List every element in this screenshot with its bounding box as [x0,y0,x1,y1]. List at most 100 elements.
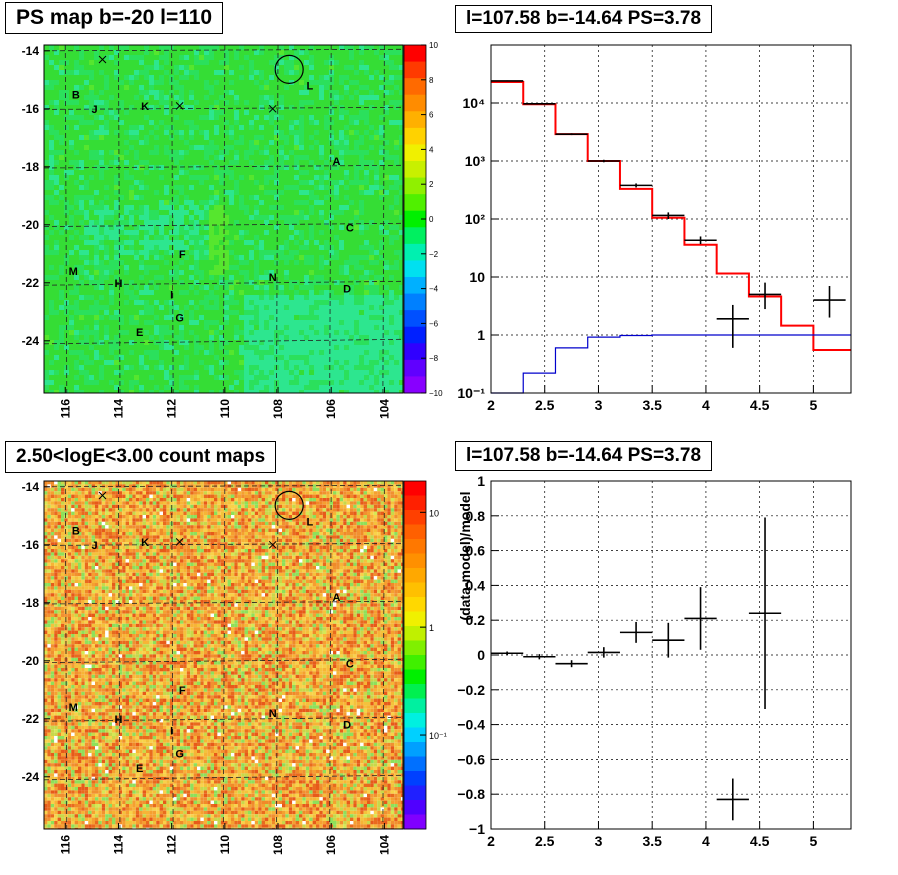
map-pixel [339,320,344,325]
map-pixel [169,330,174,335]
map-pixel [339,60,344,65]
map-pixel [59,100,64,105]
map-pixel [99,335,104,340]
map-pixel [114,290,119,295]
map-pixel [159,260,164,265]
map-pixel [259,100,264,105]
map-pixel [389,365,394,370]
map-pixel [144,320,149,325]
map-pixel [344,165,349,170]
map-pixel [279,235,284,240]
map-pixel [204,265,209,270]
map-pixel [199,85,204,90]
map-pixel [319,60,324,65]
map-pixel [139,90,144,95]
map-pixel [374,345,379,350]
map-pixel [374,280,379,285]
map-pixel [144,200,149,205]
map-pixel [174,255,179,260]
map-pixel [379,350,384,355]
map-pixel [194,210,199,215]
map-pixel [344,265,349,270]
map-pixel [309,65,314,70]
map-pixel [384,305,389,310]
map-pixel [54,390,59,393]
map-pixel [69,300,74,305]
map-pixel [119,165,124,170]
map-pixel [194,290,199,295]
map-pixel [239,325,244,330]
map-pixel [89,85,94,90]
map-pixel [104,115,109,120]
map-pixel [164,80,169,85]
map-pixel [179,180,184,185]
map-pixel [269,170,274,175]
map-pixel [79,255,84,260]
map-pixel [179,385,184,390]
map-pixel [244,85,249,90]
map-pixel [289,360,294,365]
map-pixel [174,370,179,375]
map-pixel [264,240,269,245]
map-pixel [209,130,214,135]
map-pixel [164,215,169,220]
map-pixel [364,125,369,130]
map-pixel [239,130,244,135]
map-pixel [289,55,294,60]
map-pixel [314,120,319,125]
map-pixel [149,210,154,215]
map-pixel [199,365,204,370]
map-pixel [219,55,224,60]
map-pixel [194,70,199,75]
map-pixel [234,370,239,375]
map-pixel [194,140,199,145]
map-pixel [59,310,64,315]
map-pixel [344,160,349,165]
map-pixel [204,330,209,335]
map-pixel [274,200,279,205]
map-pixel [184,250,189,255]
map-pixel [84,70,89,75]
map-pixel [54,90,59,95]
map-pixel [329,220,334,225]
map-pixel [259,275,264,280]
map-pixel [159,85,164,90]
map-pixel [314,80,319,85]
map-pixel [239,125,244,130]
map-pixel [89,380,94,385]
map-pixel [344,350,349,355]
map-pixel [204,245,209,250]
map-pixel [249,55,254,60]
map-pixel [224,290,229,295]
map-pixel [224,110,229,115]
map-pixel [264,105,269,110]
map-pixel [154,385,159,390]
map-pixel [219,85,224,90]
map-pixel [74,90,79,95]
map-pixel [94,365,99,370]
map-pixel [344,290,349,295]
map-pixel [239,170,244,175]
map-pixel [364,235,369,240]
map-pixel [399,345,403,350]
map-pixel [279,175,284,180]
map-pixel [194,235,199,240]
map-pixel [179,320,184,325]
map-pixel [124,305,129,310]
map-pixel [209,210,214,215]
map-pixel [354,85,359,90]
map-pixel [74,210,79,215]
map-pixel [324,145,329,150]
map-pixel [264,245,269,250]
map-pixel [359,335,364,340]
map-pixel [384,85,389,90]
map-pixel [329,85,334,90]
map-pixel [99,305,104,310]
map-pixel [314,240,319,245]
map-pixel [364,225,369,230]
map-pixel [149,200,154,205]
map-pixel [389,95,394,100]
map-pixel [109,50,114,55]
map-pixel [254,170,259,175]
map-pixel [154,130,159,135]
